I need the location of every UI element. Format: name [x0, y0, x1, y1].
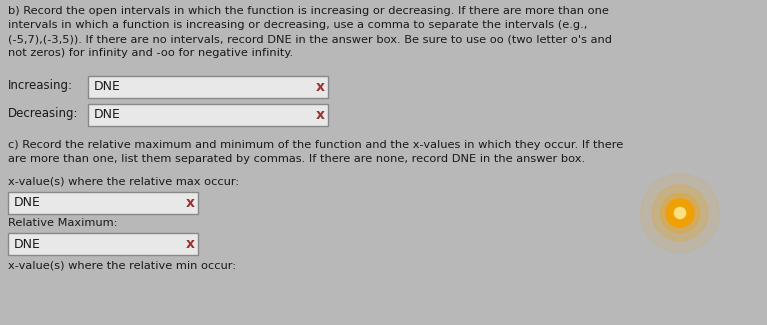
Text: DNE: DNE	[14, 238, 41, 251]
Text: x: x	[186, 237, 195, 251]
Circle shape	[652, 185, 708, 241]
FancyBboxPatch shape	[88, 76, 328, 98]
Text: x: x	[315, 108, 324, 122]
Text: x: x	[186, 196, 195, 210]
Text: (-5,7),(-3,5)). If there are no intervals, record DNE in the answer box. Be sure: (-5,7),(-3,5)). If there are no interval…	[8, 34, 612, 44]
Circle shape	[666, 199, 694, 227]
Circle shape	[674, 207, 686, 219]
Text: are more than one, list them separated by commas. If there are none, record DNE : are more than one, list them separated b…	[8, 154, 585, 164]
Text: x-value(s) where the relative min occur:: x-value(s) where the relative min occur:	[8, 261, 236, 271]
Text: Decreasing:: Decreasing:	[8, 108, 78, 121]
Circle shape	[640, 174, 719, 252]
Text: x-value(s) where the relative max occur:: x-value(s) where the relative max occur:	[8, 176, 239, 186]
FancyBboxPatch shape	[88, 104, 328, 126]
Text: Relative Maximum:: Relative Maximum:	[8, 218, 117, 228]
Text: b) Record the open intervals in which the function is increasing or decreasing. : b) Record the open intervals in which th…	[8, 6, 609, 16]
Text: intervals in which a function is increasing or decreasing, use a comma to separa: intervals in which a function is increas…	[8, 20, 588, 30]
Text: c) Record the relative maximum and minimum of the function and the x-values in w: c) Record the relative maximum and minim…	[8, 140, 624, 150]
Text: DNE: DNE	[14, 197, 41, 210]
FancyBboxPatch shape	[8, 192, 198, 214]
FancyBboxPatch shape	[8, 233, 198, 255]
Text: not zeros) for infinity and -oo for negative infinity.: not zeros) for infinity and -oo for nega…	[8, 48, 293, 58]
Text: DNE: DNE	[94, 109, 121, 122]
Text: DNE: DNE	[94, 81, 121, 94]
Text: x: x	[315, 80, 324, 94]
Text: Increasing:: Increasing:	[8, 80, 73, 93]
Circle shape	[660, 193, 700, 233]
